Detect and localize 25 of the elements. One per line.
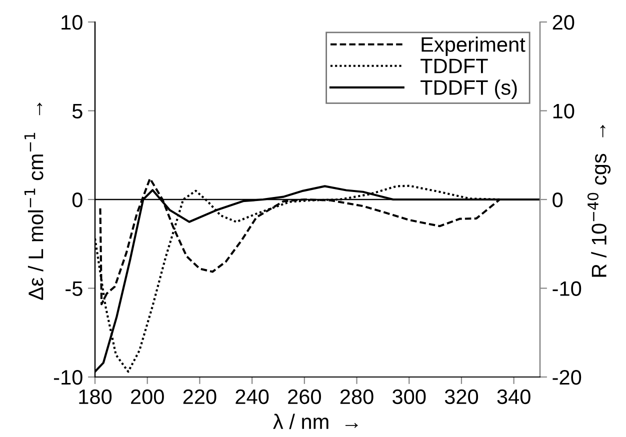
legend-label: TDDFT (s) (420, 80, 517, 99)
y2-axis-title: R / 10$^{−40}$ cgs → (587, 124, 611, 277)
legend-label: TDDFT (420, 58, 488, 74)
x-tick-label: 260 (288, 389, 321, 404)
x-tick-label: 280 (340, 389, 374, 404)
x-tick-label: 220 (183, 389, 216, 404)
x-tick-label: 180 (79, 389, 112, 404)
y2-tick-label: 20 (552, 15, 574, 30)
y-tick-label: 0 (72, 192, 82, 208)
legend-label: Experiment (422, 36, 526, 56)
y2-tick-label: -20 (552, 370, 582, 385)
x-tick-label: 300 (392, 389, 426, 404)
y2-tick-label: 0 (552, 192, 563, 208)
y2-tick-label: 10 (553, 104, 574, 119)
y-tick-label: -5 (66, 281, 82, 296)
text: Δε / L mol$^{−1}$ cm$^{−1}$ → (24, 102, 44, 300)
x-tick-label: 240 (236, 389, 269, 404)
y-tick-label: 5 (72, 104, 82, 119)
y2-tick-label: -10 (552, 281, 582, 296)
x-tick-label: 320 (444, 389, 478, 404)
x-axis-title: λ / nm → (273, 414, 358, 430)
x-tick-label: 340 (497, 389, 530, 404)
x-tick-label: 200 (131, 389, 164, 404)
y-tick-label: 10 (62, 15, 82, 30)
y-tick-label: -10 (54, 370, 82, 385)
